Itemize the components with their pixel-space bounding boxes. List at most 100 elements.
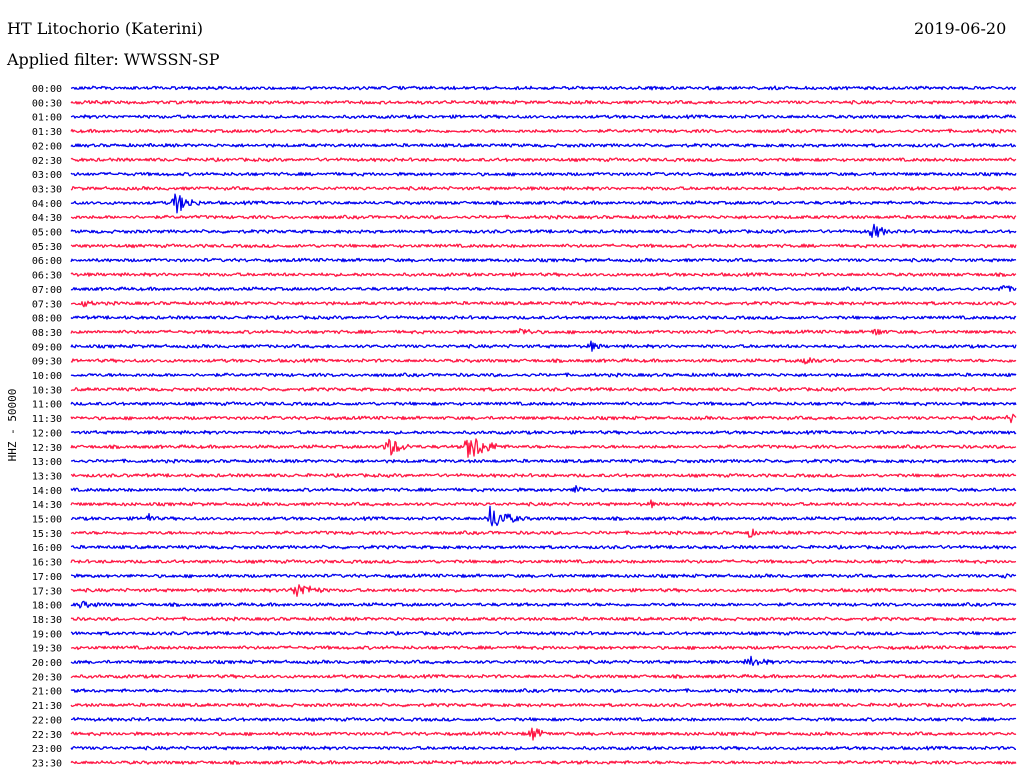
seismic-event	[80, 298, 118, 308]
seismic-event	[1003, 570, 1016, 582]
row-time-label: 04:00	[32, 199, 62, 210]
row-time-label: 11:00	[32, 400, 62, 411]
seismic-event	[468, 431, 515, 463]
seismic-event	[490, 506, 537, 532]
seismogram-trace	[70, 99, 1017, 105]
row-time-label: 02:30	[32, 156, 62, 167]
seismic-event	[591, 340, 616, 352]
seismogram-trace	[70, 272, 1017, 278]
filter-label: Applied filter: WWSSN-SP	[7, 50, 220, 69]
seismogram-trace	[71, 573, 1017, 579]
seismogram-trace	[70, 328, 1017, 336]
row-time-label: 08:30	[32, 328, 62, 339]
seismogram-trace	[70, 559, 1017, 565]
row-time-label: 00:30	[32, 98, 62, 109]
row-time-label: 17:00	[32, 572, 62, 583]
seismic-event	[874, 326, 899, 338]
row-time-label: 07:30	[32, 299, 62, 310]
seismic-event	[575, 484, 600, 496]
row-time-label: 05:00	[32, 228, 62, 239]
seismogram-trace	[70, 702, 1017, 708]
row-time-label: 18:30	[32, 615, 62, 626]
seismic-event	[77, 601, 172, 609]
seismogram-trace	[70, 157, 1017, 163]
seismogram-trace	[70, 688, 1017, 694]
row-time-label: 10:00	[32, 371, 62, 382]
row-time-label: 09:30	[32, 357, 62, 368]
row-time-label: 12:30	[32, 443, 62, 454]
seismogram-trace	[70, 315, 1017, 321]
row-time-label: 23:00	[32, 744, 62, 755]
row-time-label: 15:00	[32, 515, 62, 526]
row-time-label: 13:00	[32, 457, 62, 468]
seismogram-trace	[70, 499, 1017, 509]
row-time-label: 23:30	[32, 758, 62, 769]
row-time-label: 09:00	[32, 342, 62, 353]
row-time-label: 17:30	[32, 586, 62, 597]
row-time-label: 01:30	[32, 127, 62, 138]
row-time-label: 22:30	[32, 730, 62, 741]
seismogram-trace	[70, 485, 1017, 493]
row-time-label: 11:30	[32, 414, 62, 425]
row-time-label: 14:30	[32, 500, 62, 511]
seismogram-trace	[70, 584, 1017, 597]
seismogram-trace	[70, 386, 1017, 392]
seismic-event	[1000, 283, 1024, 295]
seismogram-trace	[70, 243, 1017, 249]
seismic-event	[295, 580, 342, 600]
seismogram-trace	[70, 600, 1017, 609]
row-time-label: 01:00	[32, 113, 62, 124]
seismic-event	[1010, 411, 1024, 425]
row-time-label: 06:00	[32, 256, 62, 267]
seismogram-trace	[70, 128, 1017, 134]
row-time-label: 04:30	[32, 213, 62, 224]
row-time-label: 20:30	[32, 672, 62, 683]
row-time-label: 00:00	[32, 84, 62, 95]
seismogram-trace	[70, 300, 1017, 308]
record-date: 2019-06-20	[914, 19, 1007, 38]
seismic-event	[651, 499, 664, 509]
station-title: HT Litochorio (Katerini)	[7, 19, 203, 38]
row-time-label: 13:30	[32, 471, 62, 482]
seismic-event	[531, 725, 559, 743]
seismogram-trace	[70, 528, 1017, 538]
seismogram-trace	[70, 85, 1017, 91]
seismogram-trace	[70, 223, 1017, 238]
seismogram-trace	[70, 214, 1017, 220]
seismogram-trace	[70, 505, 1017, 527]
seismogram-trace	[70, 171, 1017, 177]
row-time-label: 03:30	[32, 184, 62, 195]
seismogram-trace	[70, 438, 1017, 458]
seismogram-trace	[70, 717, 1017, 722]
seismogram-trace	[70, 458, 1017, 464]
seismogram-trace	[70, 413, 1017, 424]
seismogram-trace	[70, 186, 1017, 191]
seismogram-trace	[70, 655, 1017, 667]
seismogram-trace	[70, 401, 1017, 407]
seismic-event	[871, 222, 903, 242]
seismogram-trace	[70, 114, 1017, 120]
seismic-event	[147, 512, 166, 526]
row-time-label: 19:30	[32, 644, 62, 655]
seismogram-trace	[70, 257, 1017, 263]
seismic-event	[518, 327, 565, 337]
y-axis-label: HHZ - 50000	[6, 389, 19, 462]
row-time-label: 10:30	[32, 385, 62, 396]
seismogram-trace	[70, 473, 1017, 478]
row-time-label: 06:30	[32, 271, 62, 282]
seismogram-trace	[70, 544, 1017, 550]
row-time-label: 16:30	[32, 558, 62, 569]
seismic-event	[805, 355, 837, 367]
seismogram-trace	[70, 645, 1017, 651]
row-time-label: 03:00	[32, 170, 62, 181]
seismogram-trace	[70, 727, 1017, 741]
row-time-label: 05:30	[32, 242, 62, 253]
row-time-label: 22:00	[32, 715, 62, 726]
seismogram-trace	[70, 357, 1017, 365]
seismogram-trace	[70, 673, 1017, 679]
row-time-label: 15:30	[32, 529, 62, 540]
row-time-label: 16:00	[32, 543, 62, 554]
seismogram-trace	[70, 759, 1017, 765]
row-time-label: 18:00	[32, 601, 62, 612]
seismic-event	[175, 191, 213, 215]
